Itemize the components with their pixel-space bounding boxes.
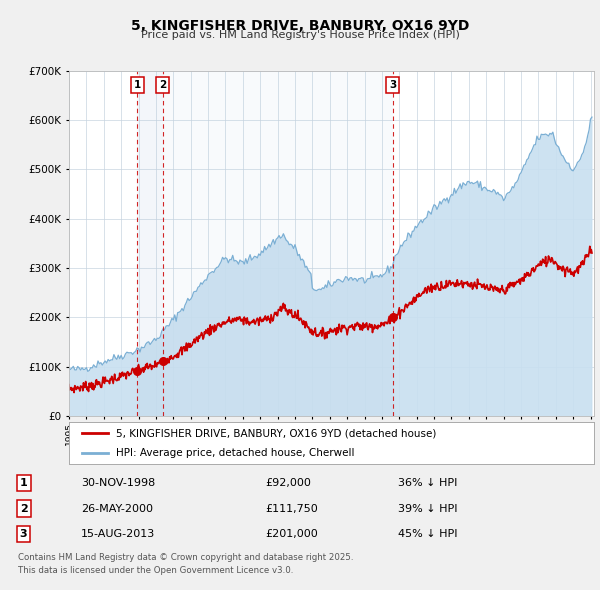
Text: £92,000: £92,000	[265, 478, 311, 488]
Text: HPI: Average price, detached house, Cherwell: HPI: Average price, detached house, Cher…	[116, 448, 355, 458]
Text: 30-NOV-1998: 30-NOV-1998	[81, 478, 155, 488]
Text: Price paid vs. HM Land Registry's House Price Index (HPI): Price paid vs. HM Land Registry's House …	[140, 30, 460, 40]
Bar	[163, 71, 392, 416]
Text: 26-MAY-2000: 26-MAY-2000	[81, 504, 153, 513]
Text: 36% ↓ HPI: 36% ↓ HPI	[398, 478, 457, 488]
Text: 39% ↓ HPI: 39% ↓ HPI	[398, 504, 457, 513]
Text: 15-AUG-2013: 15-AUG-2013	[81, 529, 155, 539]
Text: 1: 1	[20, 478, 28, 488]
Text: 2: 2	[159, 80, 166, 90]
Text: £201,000: £201,000	[265, 529, 318, 539]
Bar	[137, 71, 163, 416]
Text: 1: 1	[133, 80, 141, 90]
Text: £111,750: £111,750	[265, 504, 318, 513]
Text: 5, KINGFISHER DRIVE, BANBURY, OX16 9YD (detached house): 5, KINGFISHER DRIVE, BANBURY, OX16 9YD (…	[116, 428, 437, 438]
Text: 3: 3	[20, 529, 28, 539]
Text: 5, KINGFISHER DRIVE, BANBURY, OX16 9YD: 5, KINGFISHER DRIVE, BANBURY, OX16 9YD	[131, 19, 469, 33]
Text: 45% ↓ HPI: 45% ↓ HPI	[398, 529, 457, 539]
Text: 3: 3	[389, 80, 397, 90]
Text: 2: 2	[20, 504, 28, 513]
Text: Contains HM Land Registry data © Crown copyright and database right 2025.
This d: Contains HM Land Registry data © Crown c…	[18, 553, 353, 575]
